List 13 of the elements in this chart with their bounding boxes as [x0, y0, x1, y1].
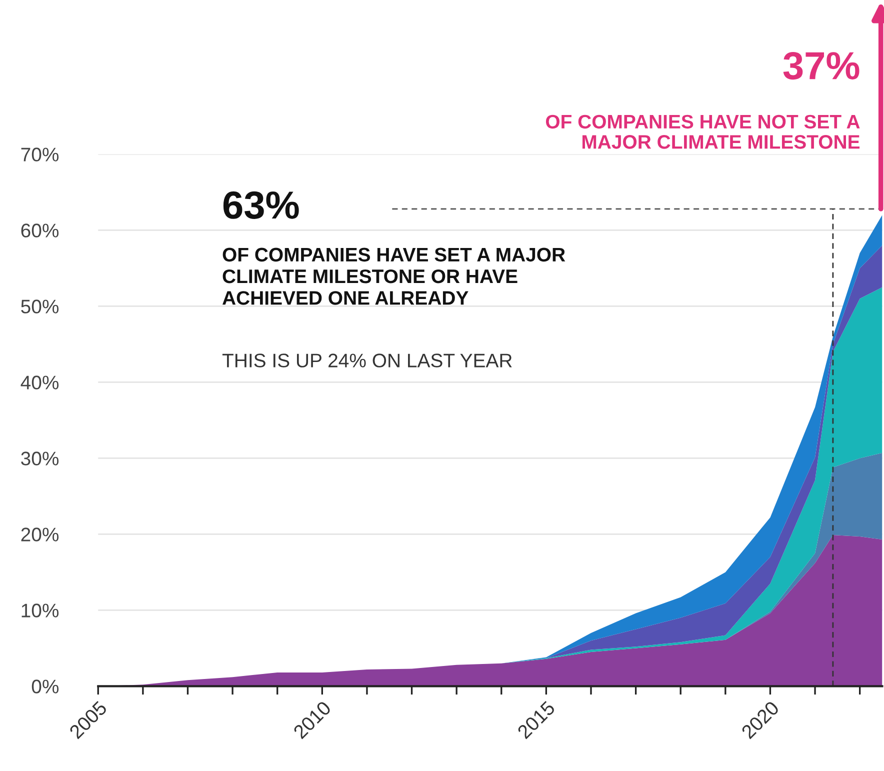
text: OF COMPANIES HAVE NOT SET A MAJOR CLIMATE MILESTONE — [546, 114, 860, 149]
y-tick-label: 40% — [20, 376, 59, 390]
y-tick-label: 10% — [22, 604, 59, 618]
text: 37% — [783, 52, 860, 80]
annotation: OF COMPANIES HAVE SET A MAJOR CLIMATE MILESTONE OR HAVE ACHIEVED ONE ALREADY — [222, 248, 566, 305]
annotation: 63% — [223, 191, 299, 219]
y-tick-label: 60% — [21, 224, 59, 238]
y-tick-label: 30% — [21, 452, 59, 466]
y-tick-label: 0% — [32, 680, 59, 694]
y-tick-label: 70% — [21, 148, 59, 162]
annotation: THIS IS UP 24% ON LAST YEAR — [222, 354, 512, 368]
y-tick-label: 50% — [21, 300, 59, 314]
y-tick-label: 20% — [21, 528, 59, 542]
